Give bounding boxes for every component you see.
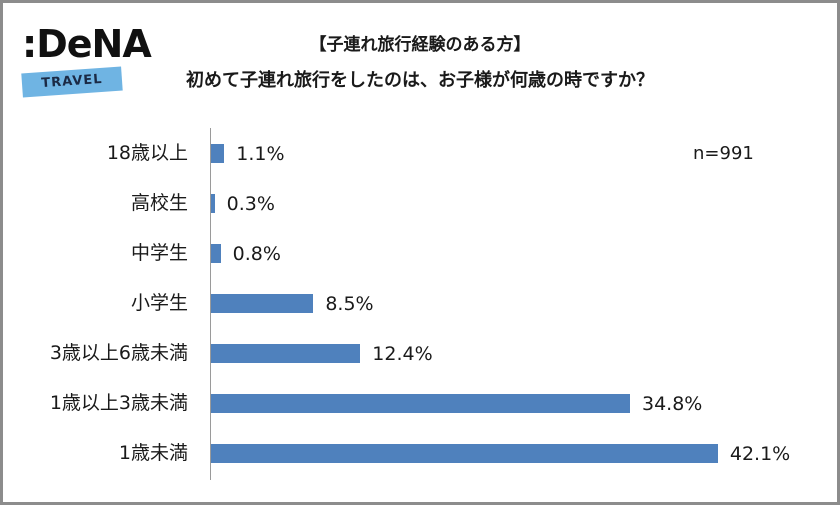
category-label: 1歳以上3歳未満 — [49, 392, 188, 414]
bar — [211, 444, 718, 463]
logo-sub: TRAVEL — [40, 71, 104, 92]
value-label: 1.1% — [236, 143, 285, 165]
chart-subtitle: 【子連れ旅行経験のある方】 — [309, 35, 531, 55]
bar — [211, 194, 215, 213]
category-label: 中学生 — [130, 242, 188, 264]
value-label: 0.8% — [232, 243, 281, 265]
bar — [211, 244, 221, 263]
category-label: 3歳以上6歳未満 — [49, 342, 188, 364]
bar — [211, 144, 225, 163]
value-label: 42.1% — [729, 443, 791, 465]
value-label: 0.3% — [226, 193, 275, 215]
bar — [211, 294, 314, 313]
logo-wordmark: :DeNA — [22, 22, 152, 66]
bar — [211, 344, 361, 363]
category-axis — [210, 128, 211, 480]
category-label: 高校生 — [130, 192, 188, 214]
logo-band: TRAVEL — [21, 66, 123, 98]
category-label: 18歳以上 — [106, 142, 188, 164]
value-label: 34.8% — [641, 393, 703, 415]
value-label: 12.4% — [372, 343, 433, 365]
chart-title: 初めて子連れ旅行をしたのは、お子様が何歳の時ですか？ — [186, 70, 654, 91]
dena-travel-logo: :DeNA TRAVEL — [18, 22, 152, 100]
sample-size: n=991 — [693, 143, 754, 164]
bar — [211, 394, 630, 413]
category-label: 1歳未満 — [118, 442, 188, 464]
category-label: 小学生 — [130, 292, 188, 314]
value-label: 8.5% — [325, 293, 374, 315]
